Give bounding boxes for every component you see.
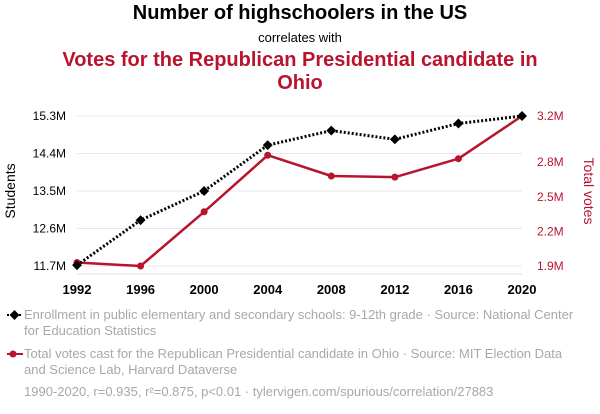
legend-label: Enrollment in public elementary and seco… — [24, 307, 574, 338]
right-axis-tick-label: 2.2M — [537, 224, 564, 238]
chart-footer: 1990-2020, r=0.935, r²=0.875, p<0.01 · t… — [24, 384, 494, 399]
right-axis-tick-label: 2.5M — [537, 190, 564, 204]
legend-label: Total votes cast for the Republican Pres… — [24, 346, 563, 377]
chart-title-secondary: Votes for the Republican Presidential ca… — [62, 49, 538, 94]
data-point — [137, 262, 145, 270]
left-axis-tick-label: 11.7M — [34, 259, 66, 273]
x-axis-tick-label: 2004 — [253, 282, 283, 297]
x-axis-tick-label: 2020 — [508, 282, 537, 297]
series-line — [76, 114, 523, 267]
x-axis-tick-label: 2016 — [444, 282, 473, 297]
left-axis-title: Students — [2, 163, 18, 218]
right-axis-title: Total votes — [581, 158, 597, 225]
data-point — [135, 215, 146, 226]
x-axis-tick-label: 2008 — [317, 282, 346, 297]
data-point — [262, 140, 273, 151]
chart-subtitle: correlates with — [258, 30, 342, 45]
right-axis-tick-label: 1.9M — [537, 259, 564, 273]
data-point — [264, 151, 272, 159]
data-point — [391, 173, 399, 181]
x-axis-tick-label: 2000 — [190, 282, 219, 297]
x-axis-tick-label: 1992 — [63, 282, 92, 297]
right-axis-tick-label: 2.8M — [537, 155, 564, 169]
left-axis-tick-label: 12.6M — [33, 222, 66, 236]
data-point — [453, 118, 464, 129]
chart-title: Number of highschoolers in the US — [132, 2, 468, 24]
x-axis-tick-label: 1996 — [126, 282, 155, 297]
data-point — [454, 155, 462, 163]
series-line — [76, 114, 523, 268]
left-axis-tick-label: 15.3M — [33, 109, 66, 123]
dotted-line-diamond-icon — [7, 310, 23, 320]
data-point — [327, 172, 335, 180]
chart-plot: 11.7M 12.6M 13.5M 14.4M 15.3M 1.9M 2.2M 2.5M 2.8… — [2, 109, 597, 297]
left-axis-tick-label: 13.5M — [33, 184, 66, 198]
data-point — [517, 111, 527, 121]
data-point — [389, 134, 400, 145]
data-point — [200, 208, 208, 216]
left-axis-tick-label: 14.4M — [33, 147, 66, 161]
data-point — [199, 186, 210, 196]
right-axis-tick-label: 3.2M — [537, 109, 564, 123]
line-circle-icon — [7, 350, 23, 358]
data-point — [326, 125, 337, 136]
x-axis-tick-label: 2012 — [380, 282, 409, 297]
